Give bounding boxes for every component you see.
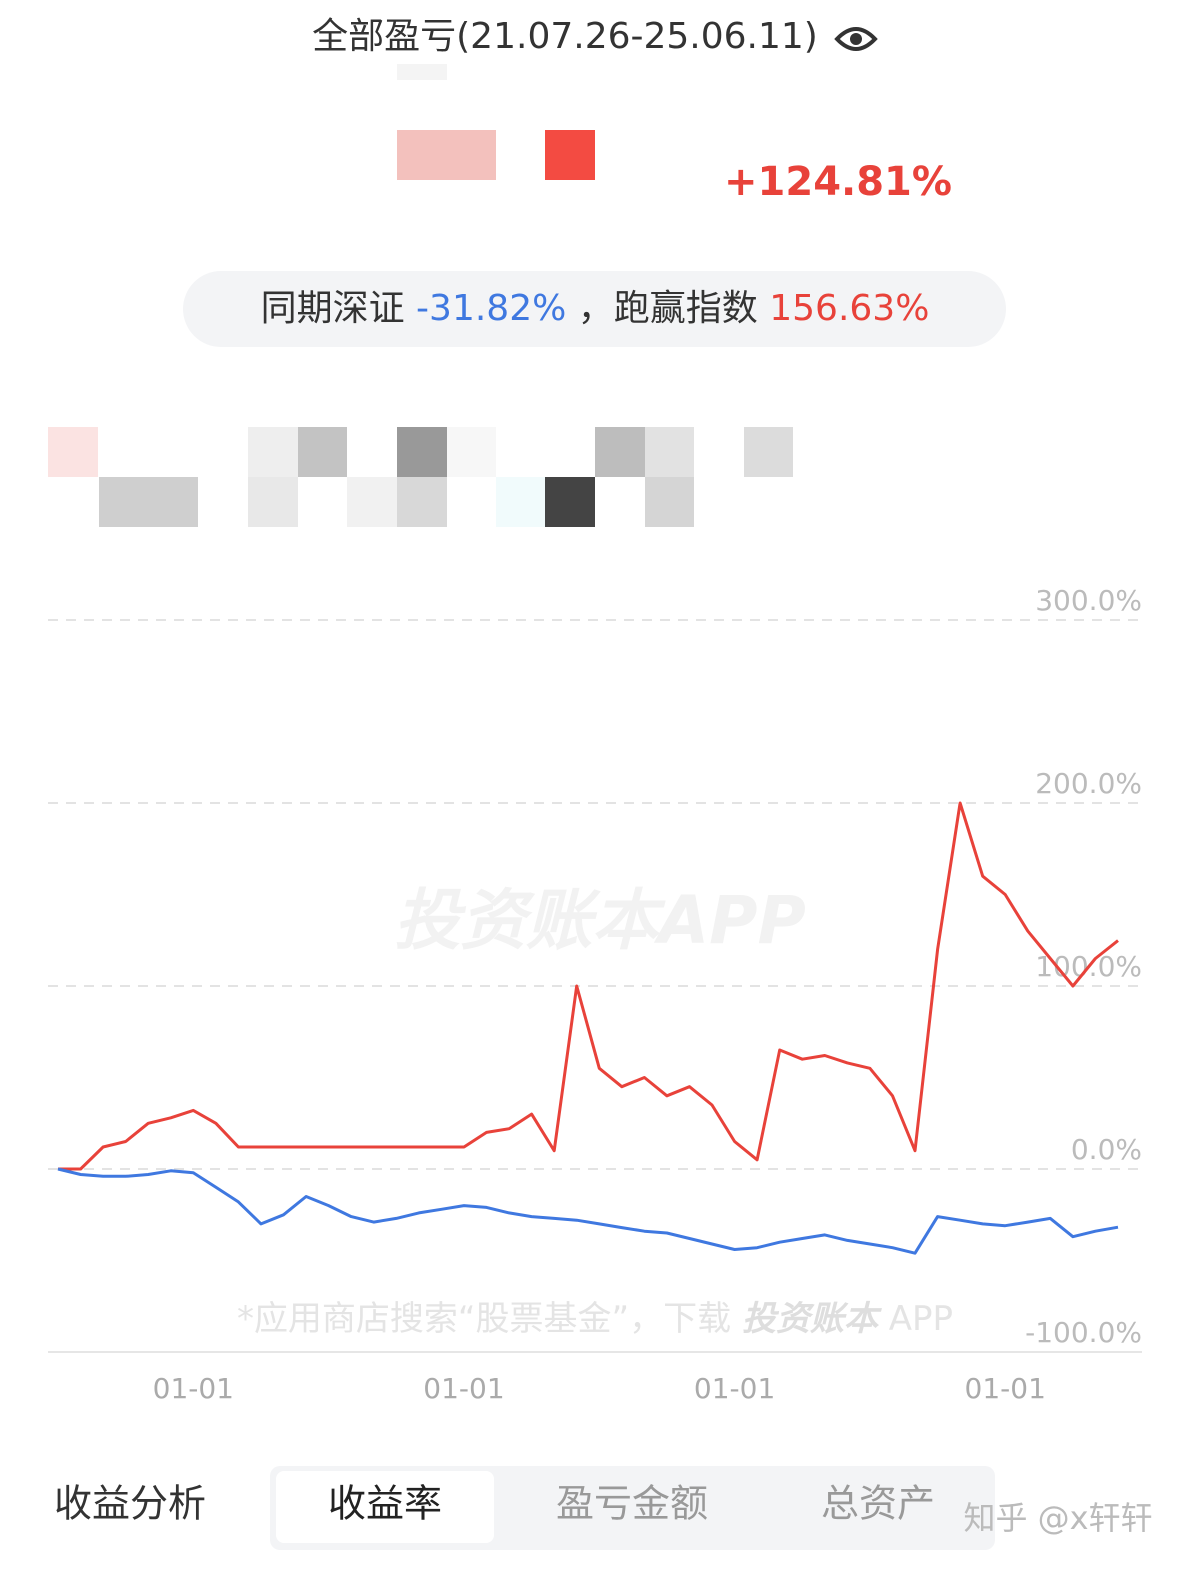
footer-brand: 投资账本 [742,1299,882,1339]
y-tick-label: 200.0% [1035,767,1142,800]
title: 全部盈亏(21.07.26-25.06.11) [312,16,818,57]
tab[interactable]: 总资产 [821,1482,935,1526]
y-tick-label: -100.0% [1025,1316,1142,1349]
tab[interactable]: 收益率 [328,1482,442,1526]
eye-icon[interactable] [834,27,878,51]
benchmark-value: -31.82% [416,288,566,329]
excess-label: ，跑赢指数 [578,288,758,329]
chart: -100.0%0.0%100.0%200.0%300.0%01-01 01-01 0… [48,584,1142,1405]
benchmark-line: 同期深证 -31.82% ，跑赢指数 156.63% [261,288,930,329]
series-line [57,1167,1119,1255]
total-return: +124.81% [724,159,952,205]
series-line [58,801,1119,1171]
section-title: 收益分析 [54,1482,206,1526]
footer-suffix: APP [889,1299,953,1339]
excess-value: 156.63% [769,288,929,329]
tab-active-bg [276,1471,494,1543]
y-tick-label: 300.0% [1035,584,1142,617]
x-tick-label: 01-01 [694,1372,775,1405]
footer-text: *应用商店搜索“股票基金”，下载 [237,1299,731,1339]
benchmark-pill [183,271,1006,347]
redacted-block [48,427,793,527]
x-tick-label: 01-01 [153,1372,234,1405]
tabs: 收益率 盈亏金额 总资产 [328,1482,935,1526]
redacted-block [397,64,595,180]
x-tick-label: 01-01 [965,1372,1046,1405]
watermark: 投资账本APP [394,882,806,959]
credit: 知乎 @x轩轩 [963,1499,1152,1537]
x-tick-label: 01-01 [423,1372,504,1405]
y-tick-label: 0.0% [1071,1133,1142,1166]
footer-note: *应用商店搜索“股票基金”，下载 投资账本 APP [237,1299,953,1339]
tab[interactable]: 盈亏金额 [556,1482,708,1526]
benchmark-label: 同期深证 [261,288,405,329]
